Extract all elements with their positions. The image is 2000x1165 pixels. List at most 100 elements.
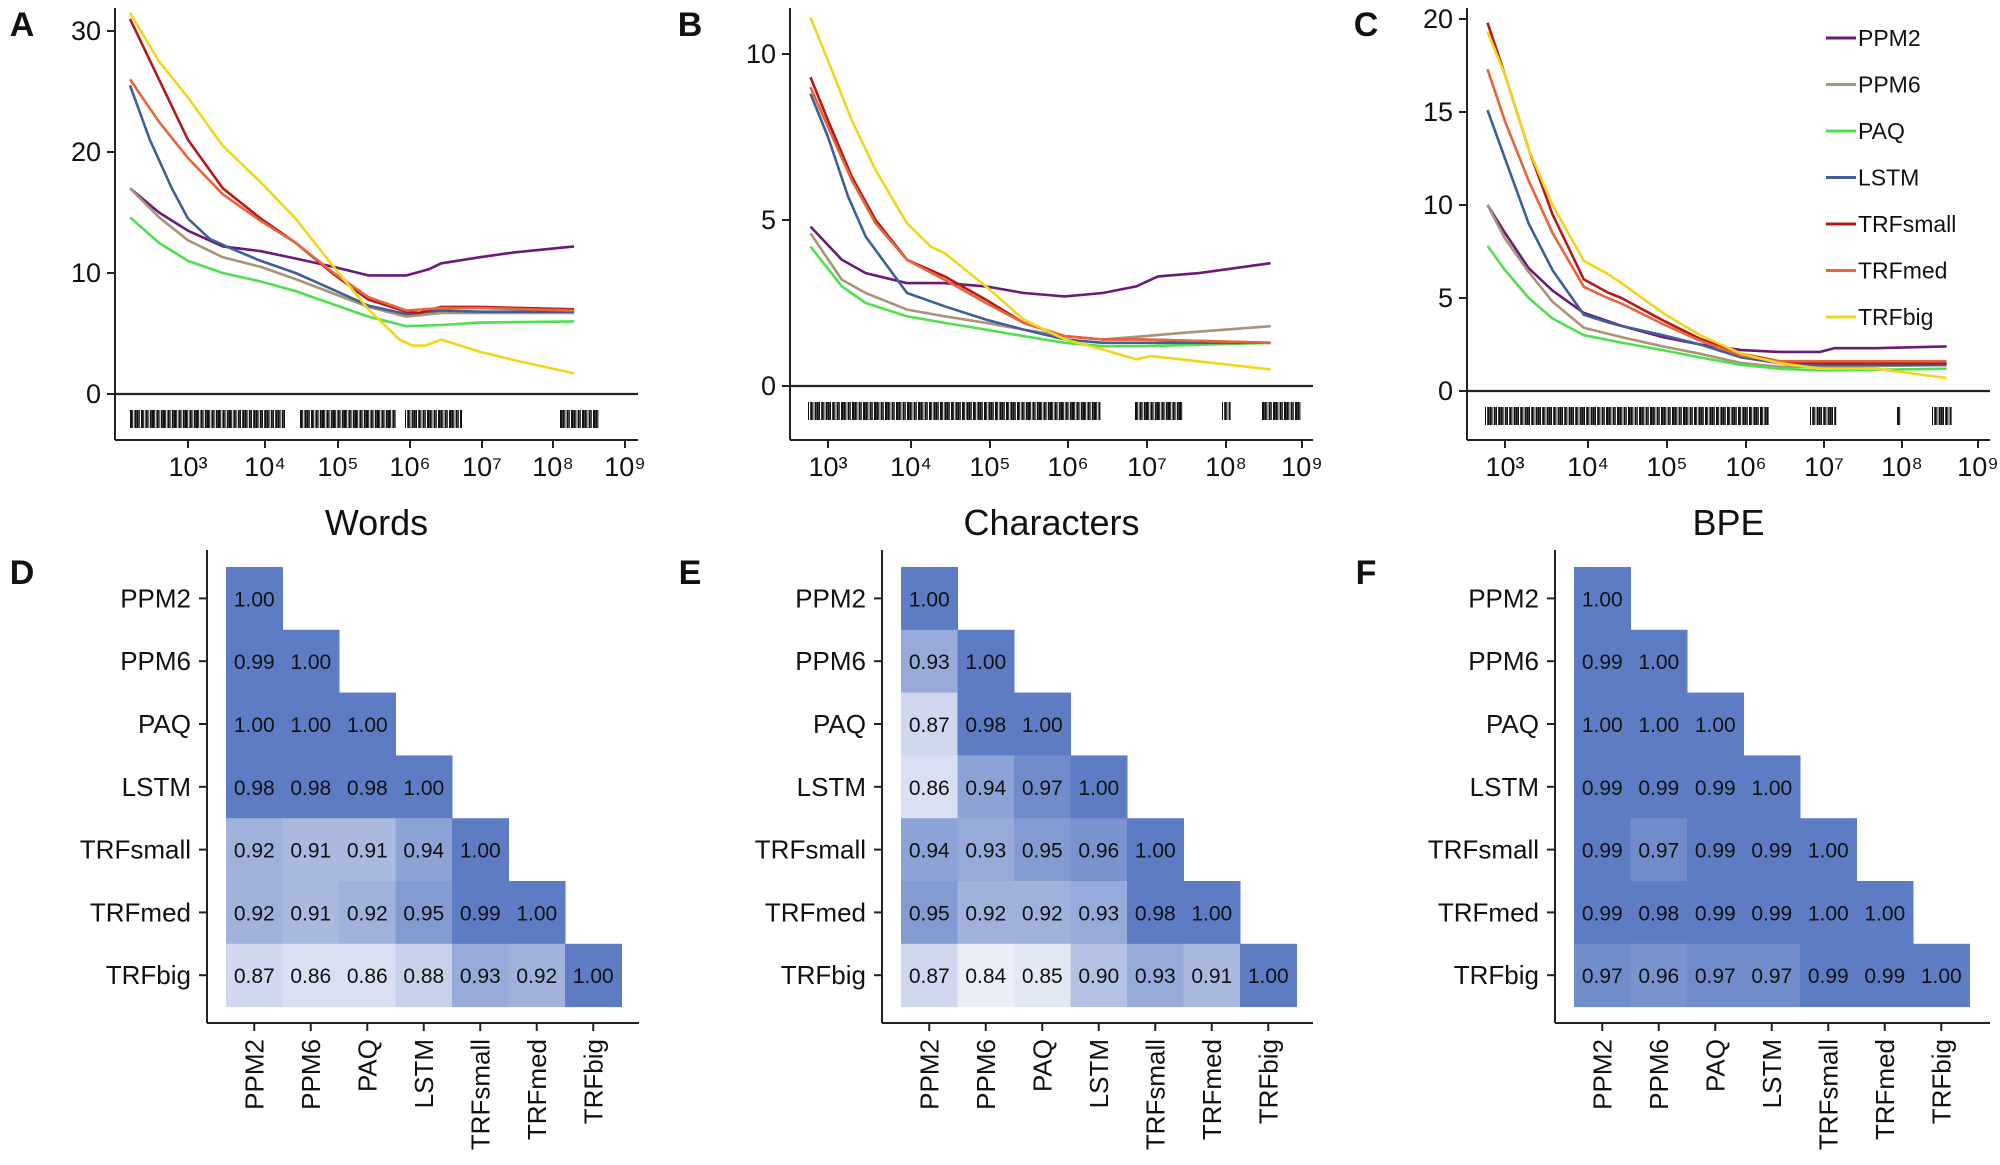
heatmap-cell xyxy=(1687,755,1744,819)
cell-value: 1.00 xyxy=(1078,777,1119,800)
cell-value: 0.88 xyxy=(403,965,444,988)
cell-value: 1.00 xyxy=(1751,777,1792,800)
x-tick-label: 10³ xyxy=(1485,452,1524,482)
cell-value: 0.85 xyxy=(1022,965,1063,988)
heatmap-cell xyxy=(452,818,509,882)
panel-letter: F xyxy=(1356,554,1377,592)
col-label: TRFbig xyxy=(1253,1039,1283,1124)
row-label: TRFmed xyxy=(765,897,866,927)
cell-value: 1.00 xyxy=(290,714,331,737)
rug-marks xyxy=(1485,407,1952,425)
cell-value: 1.00 xyxy=(573,965,614,988)
col-label: TRFsmall xyxy=(1140,1039,1170,1150)
heatmap-cell xyxy=(1800,818,1857,882)
cell-value: 0.84 xyxy=(965,965,1006,988)
cell-value: 0.98 xyxy=(1638,902,1679,925)
heatmap-cell xyxy=(1014,692,1071,756)
row-label: TRFbig xyxy=(1454,960,1539,990)
heatmap-cell xyxy=(508,943,566,1008)
heatmap-cell xyxy=(452,881,509,945)
heatmap-cell xyxy=(1014,943,1071,1008)
cell-value: 0.86 xyxy=(347,965,388,988)
x-tick-label: 10⁵ xyxy=(1646,452,1687,482)
panel-letter: E xyxy=(679,554,702,592)
y-tick-label: 20 xyxy=(71,137,101,167)
cell-value: 0.93 xyxy=(460,965,501,988)
x-tick-label: 10⁴ xyxy=(890,452,932,482)
heatmap-cell xyxy=(901,818,958,882)
heatmap-panels: D 1.00 0.99 1.00 1.00 1.00 1.00 0.98 0.98 0.98 1.0… xyxy=(10,550,1990,1150)
cell-value: 0.92 xyxy=(234,840,275,863)
heatmap-cell xyxy=(1630,818,1688,882)
heatmap-cell xyxy=(226,881,283,945)
x-tick-label: 10⁵ xyxy=(317,452,358,482)
cell-value: 0.93 xyxy=(909,651,950,674)
cell-value: 0.98 xyxy=(965,714,1006,737)
x-tick-label: 10⁸ xyxy=(1881,452,1922,482)
heatmap-cell xyxy=(957,755,1015,819)
heatmap-cell xyxy=(1743,818,1801,882)
heatmap-cell xyxy=(226,567,283,631)
cell-value: 1.00 xyxy=(1191,902,1232,925)
cell-value: 0.90 xyxy=(1078,965,1119,988)
y-tick-label: 5 xyxy=(761,205,776,235)
rug-marks xyxy=(808,402,1301,420)
series-line-trfsmall xyxy=(809,76,1271,345)
heatmap-cell xyxy=(901,629,958,694)
heatmap-cell xyxy=(1913,943,1970,1008)
rug-marks xyxy=(130,410,599,428)
heatmap-cell xyxy=(226,629,283,694)
col-label: PPM2 xyxy=(1587,1039,1617,1110)
cell-value: 0.99 xyxy=(1582,651,1623,674)
x-tick-label: 10⁷ xyxy=(1804,452,1844,482)
x-tick-label: 10⁷ xyxy=(462,452,502,482)
series-line-trfmed xyxy=(1486,68,1947,363)
line-panels: A 0 10 20 30 10³ 10⁴ 10⁵ 10⁶ 10⁷ 10⁸ 10⁹ Words B 0 5 10 1… xyxy=(10,4,1999,543)
heatmap-cell xyxy=(1127,818,1184,882)
heatmap-cell xyxy=(565,943,622,1008)
cell-value: 1.00 xyxy=(1638,714,1679,737)
cell-value: 0.99 xyxy=(1864,965,1905,988)
y-tick-label: 0 xyxy=(761,371,776,401)
heatmap-cell xyxy=(1014,881,1071,945)
row-label: LSTM xyxy=(122,772,191,802)
x-axis-label: BPE xyxy=(1692,502,1764,543)
cell-value: 0.93 xyxy=(965,840,1006,863)
legend-entry: LSTM xyxy=(1858,165,1919,191)
y-tick-label: 0 xyxy=(86,379,101,409)
cell-value: 1.00 xyxy=(347,714,388,737)
row-label: LSTM xyxy=(1470,772,1539,802)
heatmap-cell xyxy=(1856,881,1914,945)
series-line-trfbig xyxy=(809,17,1271,371)
cell-value: 0.86 xyxy=(290,965,331,988)
series-line-ppm2 xyxy=(129,187,575,277)
cell-value: 0.98 xyxy=(347,777,388,800)
heatmap-cell xyxy=(901,692,958,756)
cell-value: 1.00 xyxy=(234,714,275,737)
heatmap-cell xyxy=(1574,692,1631,756)
series-line-ppm6 xyxy=(1486,204,1947,369)
col-label: LSTM xyxy=(1757,1039,1787,1108)
cell-value: 0.95 xyxy=(403,902,444,925)
legend-entry: PPM6 xyxy=(1858,72,1921,98)
line-panel-b: B 0 5 10 10³ 10⁴ 10⁵ 10⁶ 10⁷ 10⁸ 10⁹ Characters xyxy=(678,6,1323,543)
cell-value: 0.97 xyxy=(1751,965,1792,988)
panel-letter: B xyxy=(678,6,703,44)
col-label: PAQ xyxy=(1027,1039,1057,1092)
col-label: LSTM xyxy=(1084,1039,1114,1108)
col-label: PPM6 xyxy=(971,1039,1001,1110)
cell-value: 0.92 xyxy=(516,965,557,988)
col-label: PPM6 xyxy=(296,1039,326,1110)
heatmap-d: D 1.00 0.99 1.00 1.00 1.00 1.00 0.98 0.98 0.98 1.0… xyxy=(10,550,639,1150)
cell-value: 0.91 xyxy=(1191,965,1232,988)
cell-value: 1.00 xyxy=(403,777,444,800)
heatmap-cell xyxy=(1127,943,1184,1008)
heatmap-cell xyxy=(1574,567,1631,631)
heatmap-cell xyxy=(901,567,958,631)
series-line-paq xyxy=(809,245,1271,348)
heatmap-cell xyxy=(226,755,283,819)
x-tick-label: 10⁸ xyxy=(1205,452,1246,482)
cell-value: 0.93 xyxy=(1078,902,1119,925)
heatmap-cell xyxy=(282,692,340,756)
y-tick-label: 10 xyxy=(71,258,101,288)
